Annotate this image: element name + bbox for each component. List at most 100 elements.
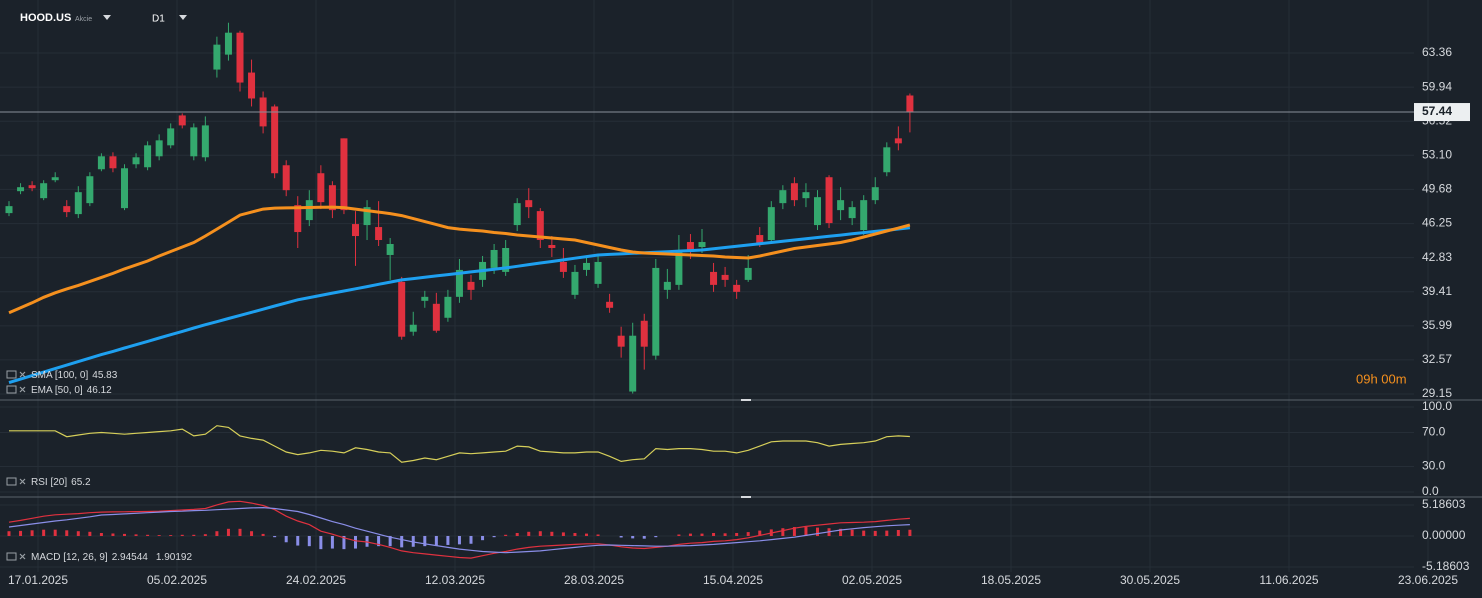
- histogram-bar: [446, 535, 450, 545]
- histogram-bar: [319, 535, 323, 550]
- indicator-line: [8, 506, 910, 554]
- symbol[interactable]: HOOD.US: [20, 12, 71, 24]
- histogram-bar: [134, 534, 138, 536]
- candle-body: [825, 177, 833, 224]
- histogram-bar: [469, 535, 473, 544]
- histogram-bar: [215, 531, 219, 536]
- x-tick-label: 23.06.2025: [1398, 573, 1458, 587]
- candle-body: [837, 200, 845, 211]
- candle-body: [51, 177, 59, 181]
- candle-body: [282, 165, 290, 191]
- candle-body: [352, 224, 359, 237]
- y-tick-label: 0.0: [1422, 484, 1439, 498]
- candle-body: [606, 301, 614, 308]
- histogram-bar: [7, 531, 11, 536]
- legend-value: 1.90192: [156, 552, 193, 563]
- dropdown-arrow[interactable]: [103, 15, 111, 20]
- histogram-bar: [238, 528, 242, 536]
- candle-body: [663, 281, 671, 290]
- candle-body: [744, 267, 752, 280]
- histogram-bar: [99, 532, 103, 536]
- candle-body: [871, 187, 879, 201]
- histogram-bar: [492, 535, 496, 538]
- candle-body: [906, 95, 914, 113]
- candle-body: [224, 32, 232, 55]
- histogram-bar: [457, 535, 461, 545]
- panel-handle[interactable]: [741, 496, 751, 498]
- legend-close[interactable]: [19, 386, 26, 393]
- x-tick-label: 11.06.2025: [1259, 573, 1318, 587]
- candle-body: [710, 271, 718, 285]
- panel-handle[interactable]: [741, 399, 751, 401]
- histogram-bar: [585, 533, 588, 536]
- histogram-bar: [712, 532, 716, 536]
- candle-body: [814, 197, 821, 226]
- y-tick-label: 63.36: [1422, 45, 1452, 59]
- candle-body: [213, 44, 221, 70]
- indicator-line: [8, 226, 911, 385]
- candle-body: [144, 145, 152, 168]
- histogram-bar: [146, 534, 150, 536]
- candle-body: [583, 262, 590, 270]
- legend-entry: EMA [50, 0] 46.12: [31, 385, 112, 396]
- legend-close[interactable]: [19, 478, 26, 485]
- candle-body: [409, 324, 417, 332]
- legend-close[interactable]: [19, 371, 26, 378]
- candle-body: [883, 147, 891, 173]
- y-tick-label: 39.41: [1422, 284, 1452, 298]
- legend-value: 45.83: [92, 370, 117, 381]
- histogram-bar: [169, 535, 173, 536]
- histogram-bar: [723, 533, 727, 536]
- x-tick-label: 05.02.2025: [147, 573, 207, 587]
- histogram-bar: [550, 531, 554, 536]
- histogram-bar: [758, 530, 762, 536]
- candle-body: [86, 176, 94, 204]
- candle-body: [848, 207, 856, 219]
- candle-body: [467, 281, 475, 290]
- legend-entry: MACD [12, 26, 9] 2.94544 1.90192: [31, 552, 192, 563]
- histogram-bar: [816, 527, 819, 536]
- histogram-bar: [284, 535, 288, 543]
- histogram-bar: [42, 529, 46, 536]
- candle-body: [617, 335, 625, 347]
- candle-body: [236, 32, 244, 83]
- histogram-bar: [642, 535, 646, 539]
- legend-value: 65.2: [71, 477, 91, 488]
- candle-body: [121, 168, 128, 209]
- histogram-bar: [226, 528, 230, 536]
- histogram-bar: [515, 532, 519, 536]
- legend-close[interactable]: [19, 553, 26, 560]
- histogram-bar: [296, 535, 300, 546]
- legend-icon: [6, 477, 17, 486]
- candle-body: [779, 190, 787, 204]
- histogram-bar: [527, 531, 531, 536]
- legend-icon: [6, 552, 17, 561]
- candle-body: [686, 242, 694, 250]
- candle-body: [894, 138, 902, 144]
- histogram-bar: [330, 535, 334, 549]
- candle-body: [767, 207, 775, 241]
- candle-body: [17, 187, 25, 192]
- candle-body: [63, 206, 71, 213]
- candle-body: [305, 200, 313, 221]
- histogram-bar: [111, 533, 115, 536]
- dropdown-arrow[interactable]: [179, 15, 187, 20]
- histogram-bar: [261, 533, 265, 536]
- histogram-bar: [19, 530, 23, 536]
- legend-value: 46.12: [87, 385, 112, 396]
- histogram-bar: [65, 530, 69, 536]
- histogram-bar: [631, 535, 635, 539]
- current-price-label: 57.44: [1422, 104, 1452, 118]
- x-tick-label: 02.05.2025: [842, 573, 902, 587]
- candle-body: [444, 296, 452, 318]
- histogram-bar: [735, 532, 739, 536]
- x-tick-label: 28.03.2025: [564, 573, 624, 587]
- indicator-line: [8, 205, 911, 315]
- candle-body: [548, 245, 556, 248]
- candle-body: [421, 296, 429, 301]
- x-tick-label: 30.05.2025: [1120, 573, 1180, 587]
- y-tick-label: 49.68: [1422, 182, 1452, 196]
- timeframe[interactable]: D1: [152, 14, 165, 25]
- candle-body: [167, 128, 175, 146]
